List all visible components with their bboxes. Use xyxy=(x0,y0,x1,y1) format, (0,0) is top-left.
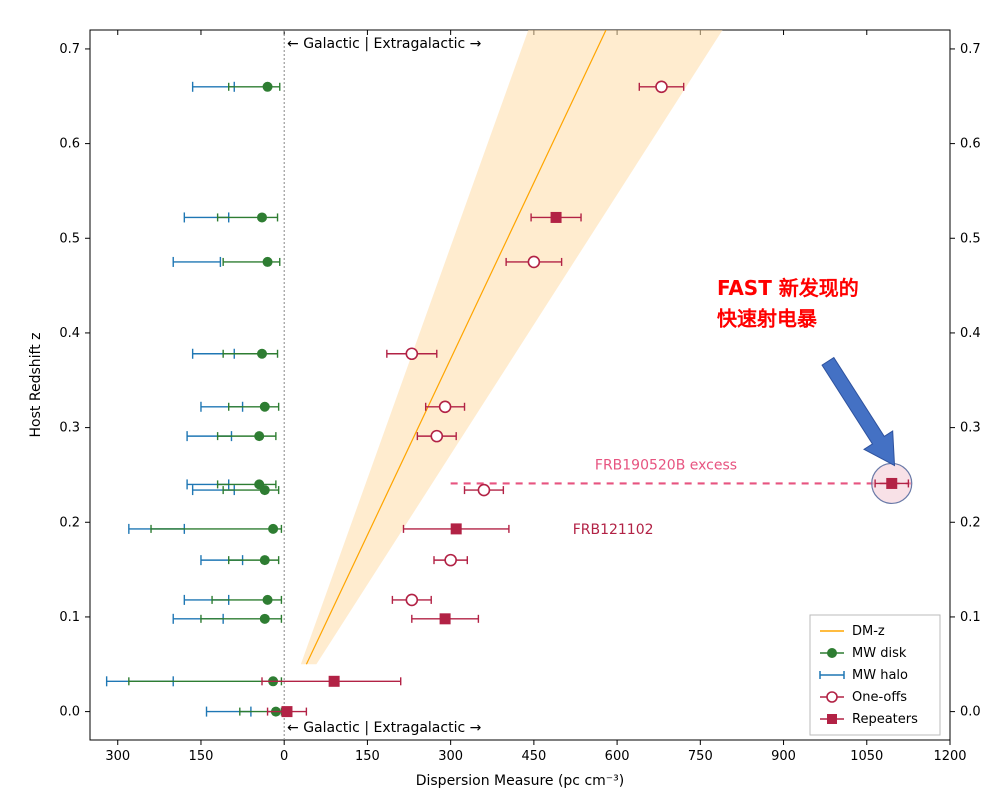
oneoff-point xyxy=(445,555,456,566)
y-tick-label: 0.0 xyxy=(59,705,80,720)
fast-annotation-line1: FAST 新发现的 xyxy=(717,276,859,300)
legend-label: One-offs xyxy=(852,690,907,705)
repeater-point xyxy=(440,613,451,624)
y-tick-right-label: 0.6 xyxy=(960,137,981,152)
oneoff-point xyxy=(406,594,417,605)
legend-swatch-repeater xyxy=(827,714,837,724)
repeater-point xyxy=(329,676,340,687)
oneoff-point xyxy=(656,81,667,92)
y-tick-label: 0.4 xyxy=(59,326,80,341)
legend-label: MW halo xyxy=(852,668,908,683)
mw-disk-point xyxy=(263,257,273,267)
x-tick-label: 150 xyxy=(355,749,380,764)
x-tick-label: 600 xyxy=(605,749,630,764)
mw-disk-point xyxy=(260,402,270,412)
oneoff-point xyxy=(478,485,489,496)
x-tick-label: 150 xyxy=(189,749,214,764)
x-tick-label: 900 xyxy=(771,749,796,764)
oneoff-point xyxy=(440,401,451,412)
mw-disk-point xyxy=(260,555,270,565)
y-tick-label: 0.7 xyxy=(59,42,80,57)
repeater-point xyxy=(281,706,292,717)
mw-disk-point xyxy=(268,524,278,534)
x-tick-label: 300 xyxy=(438,749,463,764)
divider-label-bottom: ← Galactic | Extragalactic → xyxy=(287,720,482,736)
x-axis-label: Dispersion Measure (pc cm⁻³) xyxy=(416,773,625,789)
mw-disk-point xyxy=(260,614,270,624)
mw-disk-point xyxy=(263,595,273,605)
y-tick-right-label: 0.7 xyxy=(960,42,981,57)
x-tick-label: 300 xyxy=(105,749,130,764)
legend-label: MW disk xyxy=(852,646,907,661)
oneoff-point xyxy=(431,431,442,442)
x-tick-label: 1200 xyxy=(933,749,966,764)
legend-label: DM-z xyxy=(852,624,885,639)
x-tick-label: 1050 xyxy=(850,749,883,764)
y-tick-label: 0.6 xyxy=(59,137,80,152)
y-tick-label: 0.3 xyxy=(59,421,80,436)
y-tick-right-label: 0.3 xyxy=(960,421,981,436)
y-tick-label: 0.5 xyxy=(59,231,80,246)
y-axis-label: Host Redshift z xyxy=(28,333,44,438)
oneoff-point xyxy=(406,348,417,359)
x-tick-label: 750 xyxy=(688,749,713,764)
y-tick-label: 0.2 xyxy=(59,515,80,530)
mw-disk-point xyxy=(257,212,267,222)
y-tick-right-label: 0.0 xyxy=(960,705,981,720)
oneoff-point xyxy=(528,256,539,267)
mw-disk-point xyxy=(254,479,264,489)
y-tick-label: 0.1 xyxy=(59,610,80,625)
mw-disk-point xyxy=(254,431,264,441)
fast-arrow xyxy=(822,358,894,466)
legend-swatch-oneoff xyxy=(827,692,837,702)
legend-label: Repeaters xyxy=(852,712,918,727)
plot-content xyxy=(107,30,912,740)
repeater-point xyxy=(886,478,897,489)
repeater-point xyxy=(451,523,462,534)
mw-disk-point xyxy=(257,349,267,359)
mw-disk-point xyxy=(263,82,273,92)
dm-z-line xyxy=(306,30,606,664)
repeater-point xyxy=(551,212,562,223)
frb121102-label: FRB121102 xyxy=(573,522,654,538)
chart-svg: 300 150 0 150 300 450 600 750 900 1050 1200 Dispers… xyxy=(0,0,1008,810)
y-tick-right-label: 0.4 xyxy=(960,326,981,341)
fast-annotation-line2: 快速射电暴 xyxy=(717,306,818,330)
chart-container: 300 150 0 150 300 450 600 750 900 1050 1200 Dispers… xyxy=(0,0,1008,810)
legend-swatch-disk xyxy=(827,648,837,658)
y-tick-right-label: 0.1 xyxy=(960,610,981,625)
divider-label-top: ← Galactic | Extragalactic → xyxy=(287,36,482,52)
y-tick-right-label: 0.5 xyxy=(960,231,981,246)
x-tick-label: 450 xyxy=(521,749,546,764)
y-tick-right-label: 0.2 xyxy=(960,515,981,530)
x-tick-label: 0 xyxy=(280,749,288,764)
frb190520-label: FRB190520B excess xyxy=(595,457,737,473)
dm-z-band xyxy=(301,30,723,664)
